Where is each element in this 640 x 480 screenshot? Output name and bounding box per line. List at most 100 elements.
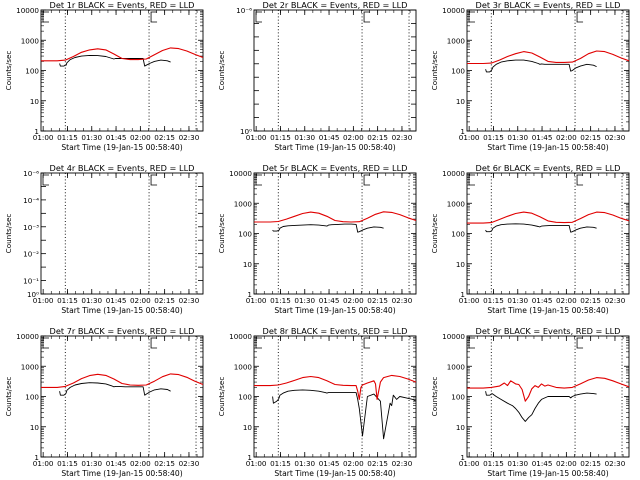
x-tick-label: 01:15 [483, 459, 504, 468]
x-tick-label: 02:00 [556, 133, 577, 142]
x-tick-label: 02:15 [367, 296, 388, 305]
y-axis-label: Counts/sec [4, 214, 13, 254]
series-line-events [59, 54, 171, 67]
x-tick-label: 02:30 [179, 459, 200, 468]
y-tick-label: 10000 [442, 169, 465, 178]
y-tick-label: 10 [456, 260, 466, 269]
chart-title: Det 4r BLACK = Events, RED = LLD [50, 163, 195, 173]
y-tick-label: 100 [451, 230, 465, 239]
x-tick-label: 01:30 [507, 133, 528, 142]
y-tick-label: 10000 [16, 332, 39, 341]
bracket-mark [468, 337, 475, 349]
chart-title: Det 9r BLACK = Events, RED = LLD [476, 326, 621, 336]
x-tick-label: 01:00 [246, 296, 267, 305]
x-tick-label: 01:30 [507, 459, 528, 468]
bracket-mark [468, 174, 475, 186]
y-tick-label: 100 [238, 230, 252, 239]
x-tick-label: 02:00 [343, 296, 364, 305]
y-tick-label: 1 [460, 290, 465, 299]
y-tick-label: 10⁻³ [23, 223, 39, 232]
chart-panel-8: Det 8r BLACK = Events, RED = LLD 1 10 100 10… [217, 326, 417, 478]
x-tick-label: 01:45 [532, 296, 553, 305]
y-tick-label: 10⁻⁶ [23, 169, 39, 178]
x-tick-label: 02:00 [556, 459, 577, 468]
x-axis-label: Start Time (19-Jan-15 00:58:40) [61, 306, 182, 315]
x-tick-label: 02:00 [130, 296, 151, 305]
y-tick-label: 100 [25, 393, 39, 402]
y-tick-label: 10000 [229, 169, 252, 178]
x-tick-label: 01:15 [57, 133, 78, 142]
plot-frame [253, 9, 417, 132]
x-tick-label: 01:00 [246, 459, 267, 468]
chart-title: Det 2r BLACK = Events, RED = LLD [263, 0, 408, 10]
y-tick-label: 1000 [447, 362, 466, 371]
series-line-events [272, 223, 384, 233]
x-tick-label: 01:45 [319, 459, 340, 468]
series-line-events [485, 59, 597, 73]
chart-title: Det 1r BLACK = Events, RED = LLD [50, 0, 195, 10]
chart-panel-4: Det 4r BLACK = Events, RED = LLD 10⁰ 10⁻¹ 1… [4, 163, 204, 315]
series-line-lld [41, 373, 204, 388]
x-tick-label: 01:30 [294, 296, 315, 305]
x-tick-label: 01:15 [483, 296, 504, 305]
y-axis-label: Counts/sec [4, 377, 13, 417]
series-line-events [485, 391, 597, 422]
y-tick-label: 10 [456, 423, 466, 432]
chart-panel-2: Det 2r BLACK = Events, RED = LLD 10⁰ 10⁻⁶ C… [217, 0, 417, 152]
x-tick-label: 01:45 [106, 133, 127, 142]
x-tick-label: 01:15 [270, 296, 291, 305]
x-axis-label: Start Time (19-Jan-15 00:58:40) [274, 306, 395, 315]
y-axis-label: Counts/sec [4, 51, 13, 91]
x-tick-label: 01:00 [459, 133, 480, 142]
x-tick-label: 01:15 [270, 459, 291, 468]
x-tick-label: 01:00 [459, 459, 480, 468]
bracket-mark [255, 337, 262, 349]
x-axis-label: Start Time (19-Jan-15 00:58:40) [487, 306, 608, 315]
y-tick-label: 10 [243, 423, 253, 432]
chart-title: Det 3r BLACK = Events, RED = LLD [476, 0, 621, 10]
bracket-mark [150, 174, 158, 186]
x-axis-label: Start Time (19-Jan-15 00:58:40) [487, 143, 608, 152]
x-tick-label: 01:45 [319, 296, 340, 305]
y-tick-label: 10 [456, 97, 466, 106]
x-tick-label: 02:15 [580, 133, 601, 142]
y-tick-label: 1 [247, 290, 252, 299]
chart-title: Det 6r BLACK = Events, RED = LLD [476, 163, 621, 173]
bracket-mark [363, 174, 371, 186]
x-tick-label: 01:15 [270, 133, 291, 142]
x-tick-label: 01:30 [81, 133, 102, 142]
x-tick-label: 01:15 [57, 296, 78, 305]
x-tick-label: 02:30 [179, 296, 200, 305]
x-tick-label: 01:30 [294, 133, 315, 142]
y-axis-label: Counts/sec [430, 377, 439, 417]
series-line-events [485, 223, 597, 233]
x-tick-label: 01:15 [483, 133, 504, 142]
x-tick-label: 01:00 [246, 133, 267, 142]
x-tick-label: 01:15 [57, 459, 78, 468]
y-tick-label: 100 [25, 67, 39, 76]
x-axis-label: Start Time (19-Jan-15 00:58:40) [61, 143, 182, 152]
y-tick-label: 1000 [234, 362, 253, 371]
y-tick-label: 1 [34, 453, 39, 462]
plot-frame [40, 172, 204, 295]
y-tick-label: 1000 [21, 362, 40, 371]
series-line-events [272, 389, 417, 440]
series-line-events [59, 382, 171, 396]
x-tick-label: 01:00 [33, 133, 54, 142]
x-tick-label: 02:15 [367, 459, 388, 468]
x-tick-label: 02:30 [179, 133, 200, 142]
bracket-mark [363, 11, 371, 23]
y-tick-label: 10000 [16, 6, 39, 15]
chart-title: Det 8r BLACK = Events, RED = LLD [263, 326, 408, 336]
bracket-mark [363, 337, 371, 349]
chart-panel-6: Det 6r BLACK = Events, RED = LLD 1 10 100 10… [430, 163, 630, 315]
bracket-mark [150, 337, 158, 349]
series-line-lld [467, 211, 630, 224]
x-tick-label: 01:30 [294, 459, 315, 468]
x-tick-label: 01:00 [459, 296, 480, 305]
y-axis-label: Counts/sec [217, 51, 226, 91]
x-axis-label: Start Time (19-Jan-15 00:58:40) [274, 469, 395, 478]
x-tick-label: 02:00 [130, 459, 151, 468]
x-tick-label: 02:30 [392, 296, 413, 305]
y-axis-label: Counts/sec [430, 51, 439, 91]
